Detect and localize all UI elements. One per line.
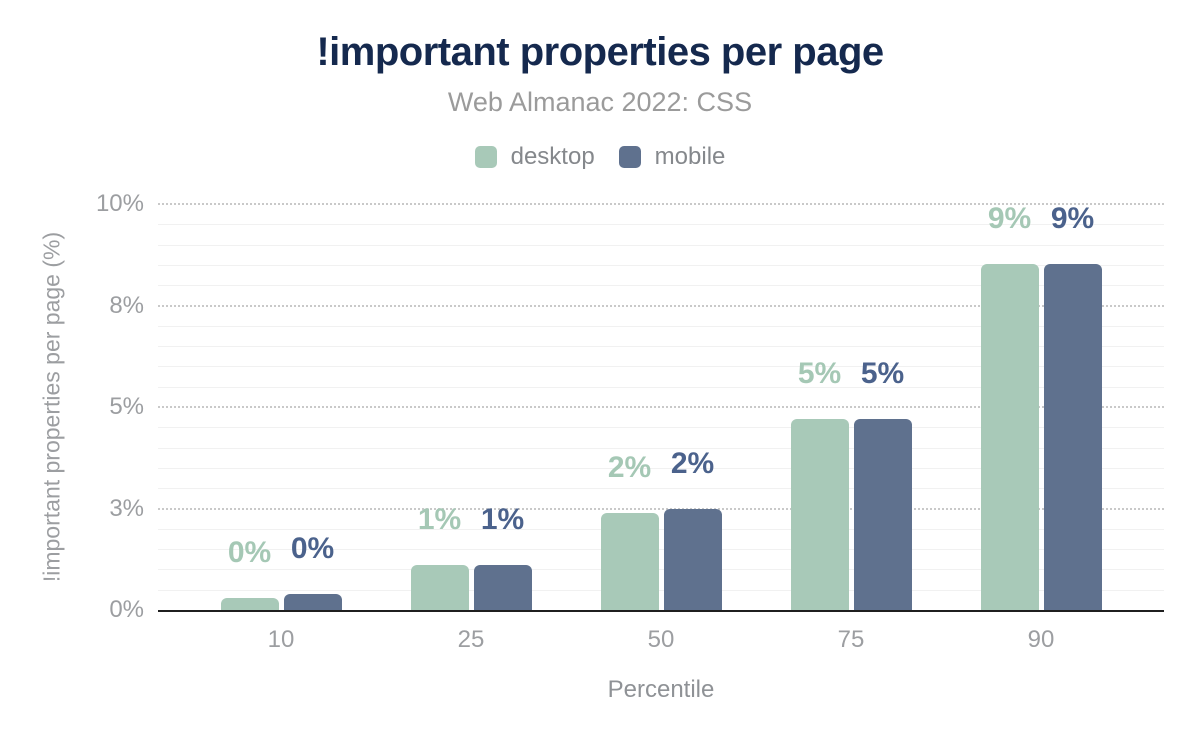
- y-axis-title: !important properties per page (%): [38, 231, 65, 583]
- bar-mobile-p25[interactable]: [473, 565, 532, 610]
- bar-value-label-desktop-p25: 1%: [417, 503, 462, 537]
- gridline-minor: [158, 447, 1164, 449]
- bar-column-mobile-p75: 5%: [853, 204, 912, 610]
- legend-item-mobile[interactable]: mobile: [618, 143, 726, 171]
- gridline-minor: [158, 244, 1164, 246]
- gridline-minor: [158, 427, 1164, 429]
- gridline-minor: [158, 285, 1164, 287]
- gridline-minor: [158, 528, 1164, 530]
- gridline-minor: [158, 264, 1164, 266]
- y-tick-0: 0%: [109, 596, 144, 623]
- bar-value-label-mobile-p90: 9%: [1050, 202, 1095, 235]
- bar-mobile-p10[interactable]: [283, 593, 342, 610]
- bar-column-mobile-p10: 0%: [283, 204, 342, 610]
- legend: desktop mobile: [0, 143, 1200, 171]
- bar-column-desktop-p90: 9%: [980, 202, 1039, 610]
- gridline-minor: [158, 224, 1164, 226]
- gridline-minor: [158, 589, 1164, 591]
- y-tick-5: 5%: [109, 393, 144, 420]
- y-tick-3: 3%: [109, 494, 144, 522]
- gridline-minor: [158, 346, 1164, 348]
- gridline-major: [158, 304, 1164, 307]
- legend-swatch-mobile: [618, 146, 641, 168]
- bar-desktop-p75[interactable]: [790, 419, 849, 610]
- bar-group-p25: 1% 1% 25: [376, 204, 566, 653]
- legend-label-mobile: mobile: [654, 143, 726, 170]
- bar-mobile-p50[interactable]: [663, 508, 722, 610]
- x-tick-50: 50: [647, 626, 675, 653]
- x-axis-title: Percentile: [607, 676, 715, 703]
- bar-value-label-mobile-p10: 0%: [290, 531, 335, 565]
- bar-desktop-p50[interactable]: [600, 512, 659, 610]
- bar-value-label-mobile-p75: 5%: [860, 357, 905, 391]
- x-tick-90: 90: [1027, 626, 1055, 653]
- bar-mobile-p90[interactable]: [1043, 264, 1102, 610]
- gridline-minor: [158, 386, 1164, 388]
- bar-column-desktop-p75: 5%: [790, 204, 849, 610]
- x-tick-75: 75: [837, 626, 865, 653]
- x-tick-10: 10: [267, 626, 295, 653]
- bar-value-label-mobile-p25: 1%: [480, 503, 525, 537]
- bar-groups: 0% 0% 10 1% 1% 25 2% 2% 50 5% 5% 75 9% 9% 90: [158, 202, 1164, 653]
- gridline-minor: [158, 325, 1164, 327]
- bar-column-mobile-p25: 1%: [473, 204, 532, 610]
- plot-area: 0% 0% 10 1% 1% 25 2% 2% 50 5% 5% 75 9% 9% 90 0% 3% 5% 8% 1…: [96, 190, 1164, 653]
- bar-desktop-p90[interactable]: [980, 264, 1039, 610]
- bar-group-p50: 2% 2% 50: [566, 204, 756, 653]
- gridline-major: [158, 203, 1164, 205]
- bar-column-mobile-p90: 9%: [1043, 202, 1102, 610]
- bar-group-p75: 5% 5% 75: [756, 204, 946, 653]
- bar-value-label-mobile-p50: 2%: [670, 446, 715, 480]
- x-axis-line: [158, 610, 1164, 612]
- page-subtitle: Web Almanac 2022: CSS: [447, 87, 753, 117]
- legend-label-desktop: desktop: [510, 143, 595, 170]
- gridline-minor: [158, 467, 1164, 469]
- legend-swatch-desktop: [474, 146, 497, 168]
- bar-mobile-p75[interactable]: [853, 419, 912, 610]
- gridline-minor: [158, 549, 1164, 551]
- page-title: !important properties per page: [316, 30, 884, 74]
- y-tick-8: 8%: [109, 291, 144, 319]
- bar-group-p90: 9% 9% 90: [946, 202, 1136, 653]
- bar-column-desktop-p25: 1%: [410, 204, 469, 610]
- bar-desktop-p10[interactable]: [220, 597, 279, 610]
- gridline-minor: [158, 366, 1164, 368]
- bar-value-label-desktop-p50: 2%: [607, 450, 652, 484]
- gridline-major: [158, 507, 1164, 510]
- gridline-major: [158, 406, 1164, 408]
- gridline-minor: [158, 569, 1164, 571]
- gridline-minor: [158, 488, 1164, 490]
- bar-value-label-desktop-p10: 0%: [227, 535, 272, 569]
- bar-group-p10: 0% 0% 10: [186, 204, 376, 653]
- bar-column-mobile-p50: 2%: [663, 204, 722, 610]
- legend-item-desktop[interactable]: desktop: [474, 143, 595, 171]
- bar-desktop-p25[interactable]: [410, 565, 469, 610]
- x-tick-25: 25: [457, 626, 485, 653]
- bar-column-desktop-p50: 2%: [600, 204, 659, 610]
- bar-value-label-desktop-p75: 5%: [797, 357, 842, 391]
- y-tick-10: 10%: [95, 190, 144, 217]
- bar-column-desktop-p10: 0%: [220, 204, 279, 610]
- bar-value-label-desktop-p90: 9%: [987, 202, 1032, 235]
